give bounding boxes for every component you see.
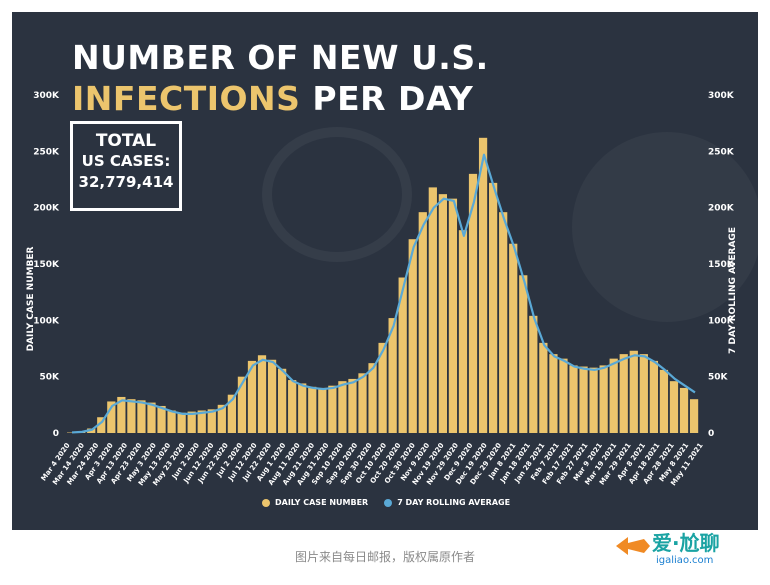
daily-case-bar [569, 365, 578, 433]
legend-swatch-rolling [384, 498, 393, 507]
daily-case-bar [308, 386, 317, 433]
daily-case-bar [257, 355, 267, 433]
y-tick-left: 50K [40, 373, 61, 383]
daily-case-bar [629, 350, 638, 433]
legend-item-rolling: 7 DAY ROLLING AVERAGE [384, 498, 510, 507]
daily-case-bar [639, 354, 648, 433]
chart-title-line1: NUMBER OF NEW U.S. [72, 38, 489, 77]
daily-case-bar [288, 380, 297, 433]
daily-case-bar [247, 360, 257, 433]
y-tick-left: 150K [33, 260, 60, 270]
daily-case-bar [448, 198, 458, 433]
watermark-logo: 爱·尬聊 igaliao.com [612, 527, 764, 579]
daily-case-bar [298, 383, 307, 433]
rolling-average-line [71, 153, 696, 434]
background-virus-ring [262, 127, 412, 262]
daily-case-bar [659, 369, 669, 433]
daily-case-bar [207, 409, 216, 433]
daily-case-bar [227, 394, 236, 433]
daily-case-bar [418, 212, 427, 433]
daily-case-bar [338, 381, 347, 433]
total-cases-label1: TOTAL [95, 131, 157, 151]
daily-case-bar [599, 365, 608, 433]
total-cases-box: TOTAL US CASES: 32,779,414 [70, 121, 182, 211]
daily-case-bar [539, 342, 548, 433]
y-tick-right: 50K [708, 373, 729, 383]
legend-swatch-daily [262, 498, 270, 507]
legend-item-daily: DAILY CASE NUMBER [262, 498, 368, 507]
y-tick-left: 300K [33, 91, 60, 101]
daily-case-bar [589, 367, 598, 433]
daily-case-bar [348, 378, 357, 433]
plot-area: 0 0 50K 50K 100K 100K 150K 150K 200K 200K 250K 250K… [33, 91, 735, 487]
daily-case-bar [428, 187, 437, 433]
y-tick-right: 0 [708, 429, 714, 439]
daily-case-bar [559, 358, 568, 433]
chart-title-accent: INFECTIONS [72, 79, 301, 118]
watermark-domain: igaliao.com [656, 555, 714, 566]
daily-case-bar [368, 363, 377, 433]
y-tick-left: 250K [33, 147, 60, 157]
legend-label-daily: DAILY CASE NUMBER [275, 498, 369, 507]
daily-case-bar [127, 399, 136, 433]
y-tick-left: 200K [33, 204, 60, 214]
image-caption: 图片来自每日邮报，版权属原作者 [294, 550, 475, 564]
y-tick-right: 100K [708, 316, 735, 326]
daily-case-bar [197, 410, 206, 433]
daily-case-bar [237, 376, 247, 433]
daily-case-bar [458, 230, 468, 433]
daily-case-bar [478, 137, 488, 433]
daily-case-bar [529, 315, 538, 433]
daily-case-bar [187, 411, 196, 433]
daily-case-bar [147, 402, 156, 433]
daily-case-bar [137, 400, 146, 433]
y-tick-left: 0 [53, 429, 59, 439]
total-cases-value: 32,779,414 [78, 173, 174, 191]
y-tick-right: 250K [708, 147, 735, 157]
daily-case-bar [609, 358, 618, 433]
daily-case-bar [489, 182, 498, 433]
fish-logo-icon [616, 537, 650, 555]
daily-case-bar [328, 385, 337, 433]
legend: DAILY CASE NUMBER 7 DAY ROLLING AVERAGE [262, 498, 510, 507]
daily-case-bar [579, 366, 588, 433]
total-cases-label2: US CASES: [81, 152, 171, 170]
daily-case-bar [107, 401, 116, 433]
daily-case-bar [549, 354, 558, 433]
daily-case-bar [619, 354, 628, 433]
chart-title-line2: INFECTIONS PER DAY [72, 79, 473, 118]
daily-case-bar [267, 359, 277, 433]
daily-case-bar [408, 239, 417, 433]
chart-panel: NUMBER OF NEW U.S. INFECTIONS PER DAY TO… [12, 12, 758, 530]
daily-case-bar [318, 387, 327, 433]
daily-case-bar [499, 212, 508, 433]
legend-label-rolling: 7 DAY ROLLING AVERAGE [397, 498, 511, 507]
y-tick-right: 200K [708, 204, 735, 214]
daily-case-bar [278, 368, 287, 433]
daily-case-bar [689, 399, 699, 433]
daily-case-bar [97, 417, 106, 433]
daily-case-bar [177, 412, 186, 433]
daily-case-bar [649, 360, 658, 433]
y-tick-right: 300K [708, 91, 735, 101]
watermark-brand: 爱·尬聊 [652, 531, 720, 555]
daily-case-bar [378, 342, 387, 433]
daily-case-bar [509, 243, 518, 433]
daily-case-bar [388, 318, 397, 433]
daily-case-bar [679, 387, 689, 433]
daily-case-bar [157, 405, 166, 433]
background-virus-shape [572, 132, 758, 322]
daily-case-bar [398, 277, 407, 433]
daily-case-bar [519, 275, 528, 433]
daily-case-bar [167, 410, 176, 433]
daily-case-bar [468, 173, 478, 433]
daily-case-bar [358, 373, 367, 433]
y-tick-left: 100K [33, 316, 60, 326]
daily-case-bar [217, 404, 226, 433]
chart-title-rest: PER DAY [300, 79, 474, 118]
daily-case-bar [669, 381, 679, 433]
y-tick-right: 150K [708, 260, 735, 270]
daily-case-bar [438, 194, 447, 433]
daily-case-bar [117, 396, 126, 433]
